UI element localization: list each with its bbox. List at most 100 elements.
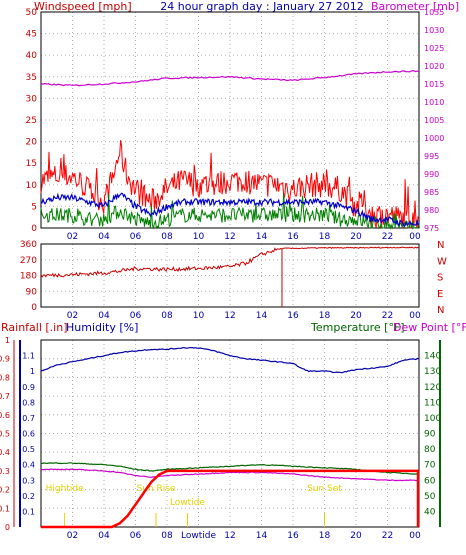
barometer-tick-label: 990 bbox=[424, 170, 439, 179]
tide-marker-label: Lowtide bbox=[170, 498, 205, 508]
x-tick-label: 16 bbox=[287, 232, 299, 242]
barometer-tick-label: 975 bbox=[424, 224, 439, 233]
compass-label: N bbox=[437, 240, 444, 251]
x-tick-label: 14 bbox=[256, 311, 268, 321]
barometer-axis-title: Barometer [mb] bbox=[371, 0, 459, 13]
temperature-tick-label: 90 bbox=[424, 430, 436, 440]
x-tick-label: 18 bbox=[319, 311, 331, 321]
windspeed-tick-label: 30 bbox=[26, 94, 38, 104]
rainfall-tick-label: 0 bbox=[5, 523, 10, 532]
x-tick-label: 18 bbox=[319, 531, 331, 541]
windspeed-tick-label: 10 bbox=[26, 181, 38, 191]
windspeed-tick-label: 40 bbox=[26, 51, 38, 61]
rainfall-axis-title: Rainfall [.in] bbox=[1, 321, 68, 334]
temperature-tick-label: 120 bbox=[424, 383, 441, 393]
humidity-tick-label: 0.8 bbox=[22, 398, 35, 407]
windspeed-gust-series bbox=[40, 140, 420, 229]
x-tick-label: 12 bbox=[224, 311, 235, 321]
x-tick-label: 04 bbox=[98, 311, 110, 321]
rainfall-tick-label: 0.4 bbox=[0, 448, 10, 457]
plot-frame bbox=[40, 339, 420, 528]
x-tick-label: 08 bbox=[161, 531, 173, 541]
compass-label: E bbox=[437, 289, 443, 300]
x-tick-label: 06 bbox=[130, 232, 142, 242]
x-tick-label: 14 bbox=[256, 232, 268, 242]
windspeed-tick-label: 5 bbox=[31, 202, 37, 212]
direction-tick-label: 0 bbox=[31, 303, 37, 313]
rainfall-tick-label: 0.9 bbox=[0, 355, 10, 364]
direction-tick-label: 360 bbox=[20, 240, 37, 250]
windspeed-low-series bbox=[40, 192, 420, 230]
x-tick-label: 20 bbox=[350, 531, 362, 541]
rainfall-tick-label: 0.5 bbox=[0, 430, 10, 439]
humidity-tick-label: 0.4 bbox=[22, 461, 35, 470]
direction-tick-label: 270 bbox=[20, 256, 37, 266]
temperature-humidity-panel: 0 0.1 0.2 0.3 0.4 0.5 0.6 0.7 0.8 0.9 1 0.1 0.2 0.3 0.… bbox=[0, 336, 441, 541]
temperature-tick-label: 40 bbox=[424, 507, 436, 517]
barometer-tick-label: 1005 bbox=[424, 116, 444, 125]
temperature-tick-label: 130 bbox=[424, 367, 441, 377]
x-tick-label: 22 bbox=[382, 232, 393, 242]
rainfall-tick-label: 1 bbox=[5, 336, 10, 345]
x-tick-label: 16 bbox=[287, 311, 299, 321]
barometer-tick-label: 985 bbox=[424, 188, 439, 197]
direction-tick-label: 90 bbox=[26, 287, 38, 297]
plot-frame bbox=[40, 11, 420, 229]
barometer-tick-label: 1015 bbox=[424, 80, 444, 89]
temperature-tick-label: 110 bbox=[424, 398, 441, 408]
x-tick-label: 10 bbox=[193, 232, 205, 242]
windspeed-tick-label: 35 bbox=[26, 73, 37, 83]
x-tick-label: 02 bbox=[67, 232, 78, 242]
x-tick-label: 06 bbox=[130, 531, 142, 541]
barometer-tick-label: 1020 bbox=[424, 62, 444, 71]
rainfall-tick-label: 0.3 bbox=[0, 467, 10, 476]
windspeed-tick-label: 15 bbox=[26, 159, 37, 169]
barometer-tick-label: 1030 bbox=[424, 26, 444, 35]
x-tick-label: 00 bbox=[409, 531, 421, 541]
compass-label: S bbox=[437, 273, 443, 284]
temperature-tick-label: 80 bbox=[424, 445, 436, 455]
x-tick-label: 16 bbox=[287, 531, 299, 541]
x-tick-label: 18 bbox=[319, 232, 331, 242]
humidity-series bbox=[40, 346, 420, 374]
windspeed-tick-label: 50 bbox=[26, 8, 38, 18]
windspeed-tick-label: 20 bbox=[26, 138, 38, 148]
x-tick-label: 02 bbox=[67, 311, 78, 321]
x-tick-label: 22 bbox=[382, 311, 393, 321]
temperature-tick-label: 100 bbox=[424, 414, 441, 424]
dewpoint-axis-title: Dew Point [°F] bbox=[393, 321, 466, 334]
compass-label: W bbox=[437, 256, 447, 267]
rainfall-tick-label: 0.1 bbox=[0, 504, 10, 513]
x-tick-label: 22 bbox=[382, 531, 393, 541]
x-tick-label: 12 bbox=[224, 531, 235, 541]
compass-label: N bbox=[437, 305, 444, 316]
windspeed-tick-label: 0 bbox=[31, 224, 37, 234]
windspeed-average-series bbox=[40, 192, 420, 228]
rainfall-tick-label: 0.2 bbox=[0, 486, 10, 495]
barometer-tick-label: 980 bbox=[424, 206, 439, 215]
barometer-tick-label: 1025 bbox=[424, 44, 444, 53]
x-tick-label: 08 bbox=[161, 232, 173, 242]
x-tick-label: 08 bbox=[161, 311, 173, 321]
temperature-series bbox=[41, 462, 420, 475]
humidity-tick-label: 0.1 bbox=[22, 507, 35, 516]
barometer-tick-label: 1000 bbox=[424, 134, 444, 143]
graph-title: 24 hour graph day : January 27 2012 bbox=[160, 0, 364, 13]
x-tick-label: 12 bbox=[224, 232, 235, 242]
barometer-series bbox=[40, 69, 420, 87]
windspeed-tick-label: 25 bbox=[26, 116, 37, 126]
x-tick-label: 20 bbox=[350, 311, 362, 321]
temperature-tick-label: 70 bbox=[424, 461, 436, 471]
x-tick-label: 10 bbox=[193, 311, 205, 321]
barometer-tick-label: 995 bbox=[424, 152, 439, 161]
x-tick-label: 20 bbox=[350, 232, 362, 242]
x-tick-label: 14 bbox=[256, 531, 268, 541]
humidity-tick-label: 0.7 bbox=[22, 414, 35, 423]
humidity-tick-label: 0.3 bbox=[22, 476, 35, 485]
windspeed-axis-title: Windspeed [mph] bbox=[34, 0, 132, 13]
wind-barometer-panel: 0510152025303540455097598098599099510001… bbox=[26, 8, 445, 242]
x-tick-label: 00 bbox=[409, 311, 421, 321]
x-tick-label: 04 bbox=[98, 531, 110, 541]
